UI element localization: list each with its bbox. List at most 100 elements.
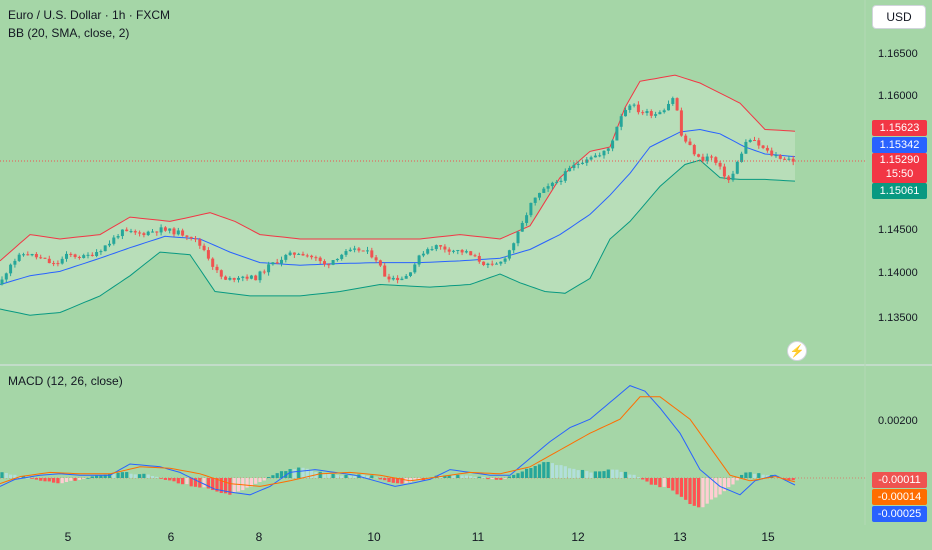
- candle-body: [17, 254, 21, 261]
- macd-histogram-bar: [735, 478, 739, 481]
- candle-body: [602, 150, 606, 156]
- candle-body: [378, 260, 382, 266]
- macd-histogram-bar: [765, 475, 769, 478]
- candle-body: [572, 164, 576, 168]
- candle-body: [632, 104, 636, 106]
- date-tick: 5: [64, 530, 72, 544]
- macd-histogram-bar: [494, 478, 499, 480]
- candle-body: [284, 254, 288, 260]
- candle-body: [138, 232, 142, 234]
- price-tick: 1.14500: [878, 224, 918, 236]
- candle-body: [507, 250, 511, 259]
- macd-histogram-bar: [413, 478, 417, 481]
- macd-histogram-bar: [318, 471, 322, 478]
- macd-histogram-bar: [507, 476, 511, 478]
- macd-histogram-bar: [499, 478, 503, 480]
- candle-body: [727, 176, 731, 181]
- candle-body: [404, 275, 408, 279]
- bb-basis-line: [0, 128, 796, 285]
- macd-histogram-bar: [99, 475, 103, 478]
- macd-histogram-bar: [787, 478, 791, 481]
- macd-histogram-bar: [654, 478, 658, 485]
- date-tick: 11: [471, 530, 485, 544]
- hist-value-tag: -0.00011: [872, 472, 927, 488]
- candle-body: [542, 188, 546, 193]
- macd-histogram-bar: [86, 477, 90, 479]
- candle-body: [228, 277, 232, 280]
- macd-histogram-bar: [30, 478, 34, 479]
- macd-histogram-bar: [155, 476, 159, 478]
- macd-histogram-bar: [327, 474, 331, 478]
- macd-indicator-label[interactable]: MACD (12, 26, close): [8, 374, 123, 388]
- candle-body: [430, 249, 434, 251]
- macd-histogram-bar: [525, 468, 529, 478]
- candle-body: [146, 231, 150, 236]
- candle-body: [688, 141, 692, 146]
- candle-body: [761, 145, 765, 148]
- bb-indicator-label[interactable]: BB (20, SMA, close, 2): [8, 26, 130, 40]
- macd-histogram-bar: [0, 472, 4, 478]
- candle-body: [129, 231, 133, 233]
- macd-histogram-bar: [116, 472, 120, 478]
- macd-histogram-bar: [697, 478, 701, 508]
- candle-body: [288, 252, 292, 255]
- candle-body: [658, 112, 662, 115]
- candle-body: [473, 255, 477, 257]
- date-tick: 13: [673, 530, 687, 544]
- macd-histogram-bar: [288, 469, 292, 478]
- macd-histogram-bar: [482, 476, 486, 478]
- lightning-icon[interactable]: ⚡: [787, 341, 807, 361]
- candle-body: [615, 126, 619, 141]
- macd-histogram-bar: [391, 478, 395, 483]
- macd-histogram-bar: [245, 478, 249, 488]
- macd-line: [0, 385, 796, 496]
- macd-histogram-bar: [585, 471, 589, 478]
- last-price-tag: 1.15290 15:50: [872, 153, 927, 183]
- macd-histogram-bar: [193, 478, 198, 487]
- candle-body: [667, 103, 670, 111]
- candle-body: [525, 215, 529, 223]
- macd-histogram-bar: [740, 474, 744, 478]
- candle-body: [529, 202, 533, 216]
- candle-body: [211, 258, 215, 267]
- macd-histogram-bar: [176, 478, 180, 484]
- chart-title: Euro / U.S. Dollar · 1h · FXCM: [8, 8, 171, 22]
- macd-histogram-bar: [783, 478, 787, 479]
- candle-body: [581, 162, 584, 164]
- candle-body: [0, 279, 4, 285]
- candle-body: [606, 148, 610, 151]
- candle-body: [585, 159, 589, 163]
- candle-body: [439, 245, 443, 247]
- macd-histogram-bar: [692, 478, 696, 506]
- macd-histogram-bar: [451, 475, 456, 478]
- candle-body: [47, 258, 51, 264]
- macd-histogram-bar: [675, 478, 679, 495]
- macd-histogram-bar: [292, 469, 296, 478]
- macd-histogram-bar: [447, 475, 451, 478]
- candle-body: [13, 260, 17, 265]
- candle-body: [198, 239, 202, 246]
- macd-histogram-bar: [125, 472, 129, 478]
- macd-value-tag: -0.00025: [872, 506, 927, 522]
- bb-band-fill: [0, 75, 795, 316]
- macd-histogram-bar: [4, 472, 8, 478]
- macd-histogram-bar: [606, 469, 610, 478]
- macd-histogram-bar: [322, 473, 327, 478]
- macd-histogram-bar: [26, 477, 30, 479]
- candle-body: [335, 258, 339, 261]
- candle-body: [426, 249, 430, 254]
- macd-histogram-bar: [335, 474, 339, 478]
- macd-histogram-bar: [520, 471, 524, 478]
- candle-body: [168, 228, 172, 231]
- macd-histogram-bar: [142, 473, 146, 478]
- candle-body: [765, 147, 769, 151]
- currency-button[interactable]: USD: [872, 5, 926, 29]
- candle-body: [624, 109, 627, 117]
- candle-body: [34, 253, 38, 258]
- macd-histogram-bar: [361, 474, 365, 478]
- macd-histogram-bar: [279, 471, 284, 478]
- candle-body: [731, 173, 735, 181]
- macd-histogram-bar: [542, 462, 546, 478]
- candle-body: [421, 253, 425, 256]
